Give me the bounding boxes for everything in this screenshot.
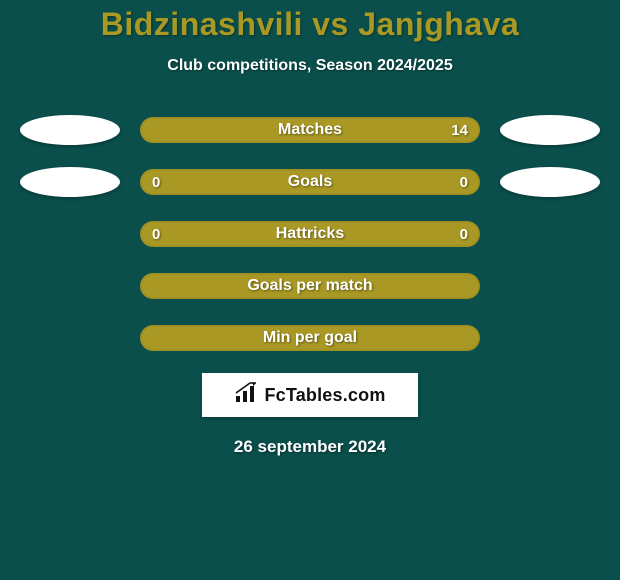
stat-pill: 0 Goals 0 bbox=[140, 169, 480, 195]
stat-pill: Goals per match bbox=[140, 273, 480, 299]
stat-pill: Min per goal bbox=[140, 325, 480, 351]
stat-row-goals: 0 Goals 0 bbox=[0, 167, 620, 197]
stat-left-value: 0 bbox=[152, 221, 160, 247]
right-ellipse bbox=[500, 167, 600, 197]
date-text: 26 september 2024 bbox=[0, 437, 620, 457]
stat-row-goals-per-match: Goals per match bbox=[0, 271, 620, 301]
bar-chart-icon bbox=[234, 382, 258, 409]
stat-rows: Matches 14 0 Goals 0 0 Hattricks 0 bbox=[0, 115, 620, 353]
left-ellipse bbox=[20, 167, 120, 197]
stat-label: Hattricks bbox=[276, 225, 344, 243]
comparison-infographic: Bidzinashvili vs Janjghava Club competit… bbox=[0, 0, 620, 580]
left-ellipse bbox=[20, 115, 120, 145]
stat-row-hattricks: 0 Hattricks 0 bbox=[0, 219, 620, 249]
stat-pill: Matches 14 bbox=[140, 117, 480, 143]
stat-label: Matches bbox=[278, 121, 342, 139]
stat-label: Goals bbox=[288, 173, 332, 191]
stat-label: Goals per match bbox=[247, 277, 372, 295]
right-ellipse bbox=[500, 115, 600, 145]
logo-text: FcTables.com bbox=[264, 385, 385, 406]
stat-pill: 0 Hattricks 0 bbox=[140, 221, 480, 247]
stat-row-matches: Matches 14 bbox=[0, 115, 620, 145]
logo-box: FcTables.com bbox=[202, 373, 418, 417]
subtitle: Club competitions, Season 2024/2025 bbox=[0, 57, 620, 75]
stat-right-value: 0 bbox=[460, 169, 468, 195]
stat-right-value: 0 bbox=[460, 221, 468, 247]
stat-left-value: 0 bbox=[152, 169, 160, 195]
stat-label: Min per goal bbox=[263, 329, 357, 347]
stat-row-min-per-goal: Min per goal bbox=[0, 323, 620, 353]
stat-right-value: 14 bbox=[451, 117, 468, 143]
page-title: Bidzinashvili vs Janjghava bbox=[0, 0, 620, 43]
